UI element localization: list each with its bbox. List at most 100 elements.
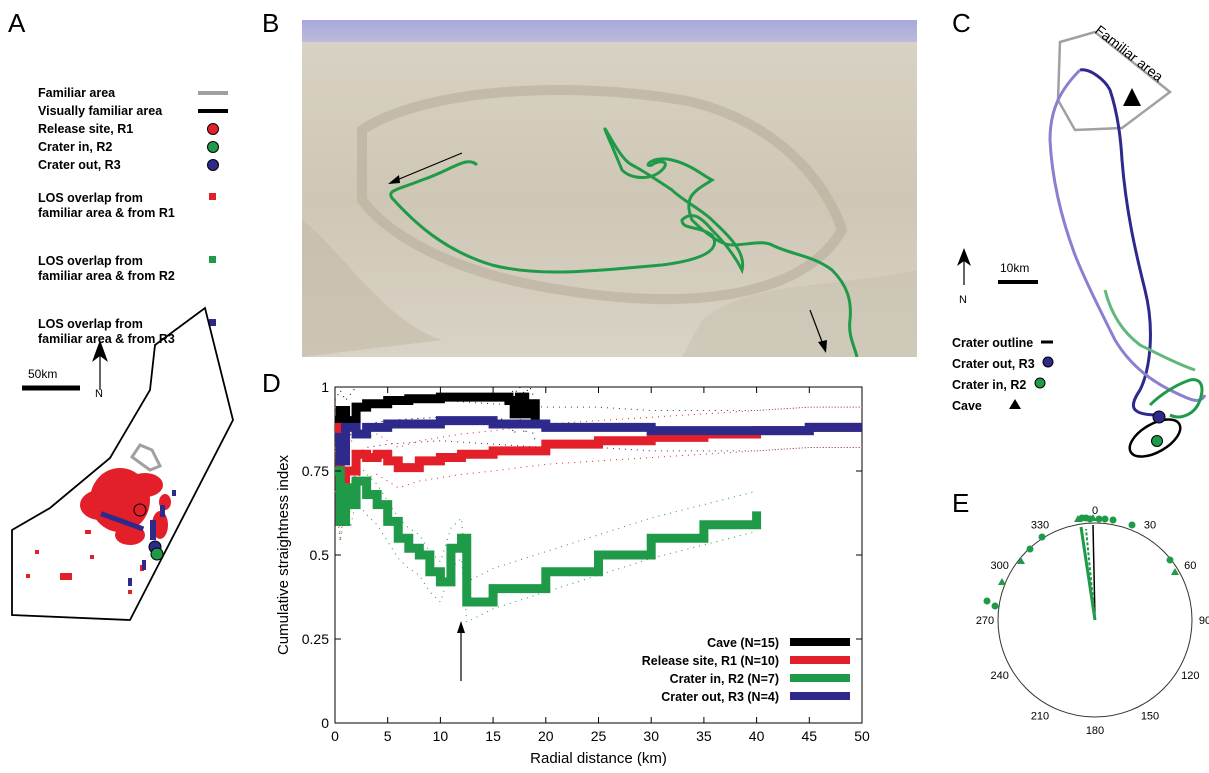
arrow-head-icon <box>388 175 400 184</box>
y-tick-label: 0 <box>321 715 329 731</box>
crater-out-marker <box>1152 410 1166 424</box>
panel-e-circular: 0 30 60 90 120 150 180 210 240 270 300 330 <box>976 505 1209 737</box>
x-axis-label: Radial distance (km) <box>530 750 667 767</box>
blue-square-icon <box>209 319 216 326</box>
ridge-shading <box>302 220 442 357</box>
familiar-area-outline <box>129 443 163 472</box>
legend-visually-familiar-area: Visually familiar area <box>38 104 228 119</box>
panel-c-legend: Crater outline Crater out, R3 Crater in,… <box>952 336 1102 419</box>
angle-label: 60 <box>1184 560 1196 572</box>
x-tick-label: 10 <box>433 728 449 744</box>
x-tick-label: 45 <box>802 728 818 744</box>
green-square-icon <box>209 256 216 263</box>
legend-los-r2: LOS overlap from familiar area & from R2 <box>38 239 228 299</box>
legend-label: Cave <box>952 399 982 413</box>
legend-label: Familiar area <box>38 86 116 100</box>
series-line <box>335 422 862 526</box>
y-axis-label: Cumulative straightness index <box>275 454 292 655</box>
angle-label: 180 <box>1086 725 1104 737</box>
confidence-band <box>334 491 757 623</box>
direction-circle <box>997 522 1193 718</box>
direction-arrow-1 <box>391 152 463 183</box>
angle-label: 300 <box>991 560 1009 572</box>
x-tick-label: 0 <box>331 728 339 744</box>
panel-c-tracks: Familiar area 10km N <box>957 22 1207 458</box>
legend-label: Visually familiar area <box>38 104 163 118</box>
angle-label: 30 <box>1144 520 1156 532</box>
green-circle-icon <box>1034 377 1046 389</box>
annotation-arrow-head-icon <box>457 621 465 633</box>
track-crater-in-light <box>1103 289 1196 372</box>
track-crater-out-dark <box>1079 68 1159 417</box>
series-line <box>335 466 762 607</box>
gps-track <box>389 127 859 357</box>
x-tick-label: 20 <box>538 728 554 744</box>
legend-label: Crater in, R2 <box>952 378 1027 392</box>
angle-label: 240 <box>991 670 1009 682</box>
legend-label: Crater in, R2 <box>38 140 113 154</box>
gray-line-icon <box>198 91 228 95</box>
legend-label: Crater out, R3 (N=4) <box>661 690 779 704</box>
panel-label-d: D <box>262 368 281 398</box>
track-crater-in <box>1148 378 1204 419</box>
legend-crater-in: Crater in, R2 <box>38 140 228 155</box>
crater-outline <box>1128 418 1182 458</box>
ridge-shading-2 <box>682 270 917 357</box>
confidence-band <box>334 446 862 542</box>
legend-release-site: Release site, R1 <box>38 122 228 137</box>
blue-circle-icon <box>207 159 219 171</box>
angle-label: 120 <box>1181 670 1199 682</box>
dash-icon <box>1040 340 1053 344</box>
black-line-icon <box>198 109 228 113</box>
scale-label: 10km <box>1000 261 1029 275</box>
angle-labels: 0 30 60 90 120 150 180 210 240 270 300 330 <box>976 505 1209 737</box>
legend-familiar-area: Familiar area <box>38 86 228 101</box>
x-tick-label: 15 <box>485 728 501 744</box>
crater-in-marker <box>150 547 164 561</box>
mean-vector-cave <box>1092 524 1096 621</box>
x-tick-label: 5 <box>384 728 392 744</box>
angle-label: 330 <box>1031 520 1049 532</box>
legend-label: Release site, R1 (N=10) <box>642 654 779 668</box>
legend-label: LOS overlap from familiar area & from R2 <box>38 254 175 283</box>
confidence-band <box>334 399 862 441</box>
panel-d-chart: 0 5 10 15 20 25 30 35 40 45 50 0 0.25 0.5 0.75 1 Radial … <box>275 379 870 767</box>
legend-crater-out: Crater out, R3 <box>952 356 1102 372</box>
x-tick-label: 25 <box>591 728 607 744</box>
legend-label: Crater in, R2 (N=7) <box>670 672 779 686</box>
chart-series <box>335 392 862 607</box>
legend-label: Release site, R1 <box>38 122 134 136</box>
series-line <box>335 416 862 466</box>
green-circle-icon <box>207 141 219 153</box>
y-tick-label: 0.75 <box>302 463 329 479</box>
legend-label: LOS overlap from familiar area & from R3 <box>38 317 175 346</box>
scale-label: 50km <box>28 367 57 381</box>
legend-label: LOS overlap from familiar area & from R1 <box>38 191 175 220</box>
crater-in-marker <box>1151 435 1163 447</box>
panel-label-a: A <box>8 8 26 38</box>
legend-los-r3: LOS overlap from familiar area & from R3 <box>38 302 228 362</box>
legend-los-r1: LOS overlap from familiar area & from R1 <box>38 176 228 236</box>
y-tick-label: 0.25 <box>302 631 329 647</box>
legend-crater-out: Crater out, R3 <box>38 158 228 173</box>
x-tick-label: 30 <box>643 728 659 744</box>
panel-label-e: E <box>952 488 970 518</box>
x-tick-label: 40 <box>749 728 765 744</box>
angle-label: 210 <box>1031 710 1049 722</box>
chart-axes: 0 5 10 15 20 25 30 35 40 45 50 0 0.25 0.5 0.75 1 Radial … <box>275 379 870 767</box>
y-tick-label: 0.5 <box>310 547 330 563</box>
north-arrow-icon <box>957 248 971 285</box>
red-square-icon <box>209 193 216 200</box>
familiar-area-label: Familiar area <box>1092 22 1166 85</box>
north-label: N <box>959 294 967 306</box>
crater-rim-shading <box>357 85 848 305</box>
red-circle-icon <box>207 123 219 135</box>
chart-legend: Cave (N=15) Release site, R1 (N=10) Crater… <box>642 636 850 704</box>
series-line <box>335 392 540 426</box>
arrow-head-icon-2 <box>818 340 827 353</box>
legend-crater-outline: Crater outline <box>952 336 1102 351</box>
north-label: N <box>95 388 103 400</box>
direction-arrow-2 <box>809 309 825 348</box>
panel-label-b: B <box>262 8 280 38</box>
panel-a-legend: Familiar area Visually familiar area Rel… <box>38 86 228 365</box>
